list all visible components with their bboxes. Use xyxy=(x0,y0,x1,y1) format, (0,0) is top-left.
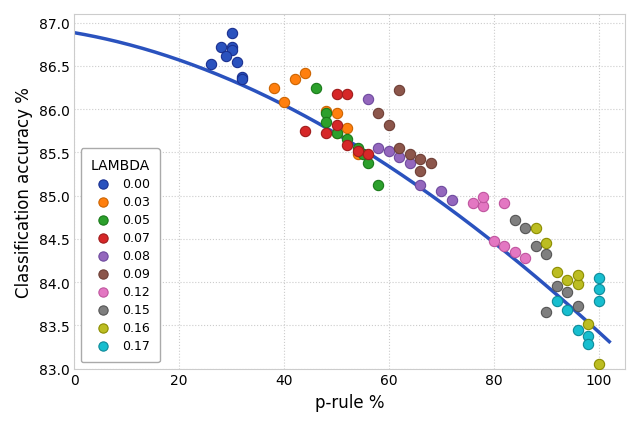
0.00 xyxy=(232,59,242,66)
0.05 xyxy=(332,131,342,138)
0.00 xyxy=(205,62,216,69)
0.08 xyxy=(373,145,383,152)
0.16 xyxy=(531,225,541,232)
0.08 xyxy=(447,197,457,204)
0.15 xyxy=(541,251,552,258)
0.05 xyxy=(373,182,383,189)
0.16 xyxy=(583,320,593,327)
0.00 xyxy=(237,75,247,81)
0.03 xyxy=(321,108,331,115)
0.16 xyxy=(562,277,572,284)
0.07 xyxy=(363,151,373,158)
0.07 xyxy=(332,122,342,129)
0.07 xyxy=(321,131,331,138)
0.07 xyxy=(342,143,352,150)
0.12 xyxy=(509,249,520,256)
0.03 xyxy=(268,85,278,92)
0.03 xyxy=(332,131,342,138)
0.03 xyxy=(353,151,363,158)
X-axis label: p-rule %: p-rule % xyxy=(315,393,385,411)
0.08 xyxy=(394,154,404,161)
0.05 xyxy=(358,151,368,158)
0.12 xyxy=(478,195,488,201)
0.17 xyxy=(552,298,562,305)
0.09 xyxy=(373,111,383,118)
0.00 xyxy=(237,76,247,83)
0.09 xyxy=(415,156,426,163)
0.05 xyxy=(353,145,363,152)
0.03 xyxy=(279,100,289,106)
0.15 xyxy=(562,289,572,296)
0.12 xyxy=(468,200,478,207)
0.15 xyxy=(531,243,541,250)
0.12 xyxy=(499,243,509,250)
0.16 xyxy=(541,240,552,247)
0.15 xyxy=(520,225,531,232)
0.03 xyxy=(289,76,300,83)
0.09 xyxy=(426,160,436,167)
0.17 xyxy=(594,286,604,293)
0.17 xyxy=(594,298,604,305)
0.03 xyxy=(300,70,310,77)
0.08 xyxy=(415,182,426,189)
0.08 xyxy=(384,148,394,155)
0.15 xyxy=(552,283,562,290)
Y-axis label: Classification accuracy %: Classification accuracy % xyxy=(15,86,33,297)
0.12 xyxy=(499,200,509,207)
0.17 xyxy=(583,333,593,340)
0.07 xyxy=(332,92,342,98)
0.17 xyxy=(562,307,572,314)
0.17 xyxy=(594,275,604,282)
0.09 xyxy=(384,122,394,129)
0.16 xyxy=(573,281,583,288)
0.00 xyxy=(221,53,232,60)
0.00 xyxy=(227,48,237,55)
0.07 xyxy=(342,91,352,98)
0.00 xyxy=(216,44,227,51)
0.00 xyxy=(227,44,237,51)
0.03 xyxy=(332,111,342,118)
0.15 xyxy=(541,309,552,316)
0.15 xyxy=(573,303,583,310)
0.07 xyxy=(300,128,310,135)
0.05 xyxy=(342,137,352,144)
0.12 xyxy=(489,238,499,245)
0.00 xyxy=(227,31,237,37)
0.17 xyxy=(583,341,593,348)
0.08 xyxy=(405,160,415,167)
0.16 xyxy=(573,272,583,279)
0.07 xyxy=(353,148,363,155)
0.16 xyxy=(552,269,562,276)
0.09 xyxy=(405,151,415,158)
0.12 xyxy=(478,203,488,210)
0.05 xyxy=(363,160,373,167)
0.05 xyxy=(310,85,321,92)
0.15 xyxy=(509,217,520,224)
0.03 xyxy=(342,125,352,132)
Legend: 0.00, 0.03, 0.05, 0.07, 0.08, 0.09, 0.12, 0.15, 0.16, 0.17: 0.00, 0.03, 0.05, 0.07, 0.08, 0.09, 0.12… xyxy=(81,149,160,363)
0.08 xyxy=(363,96,373,103)
0.16 xyxy=(594,361,604,368)
0.12 xyxy=(520,255,531,262)
0.09 xyxy=(415,169,426,176)
0.05 xyxy=(321,119,331,126)
0.09 xyxy=(394,87,404,94)
0.17 xyxy=(573,326,583,333)
0.09 xyxy=(394,145,404,152)
0.05 xyxy=(321,111,331,118)
0.08 xyxy=(436,188,447,195)
